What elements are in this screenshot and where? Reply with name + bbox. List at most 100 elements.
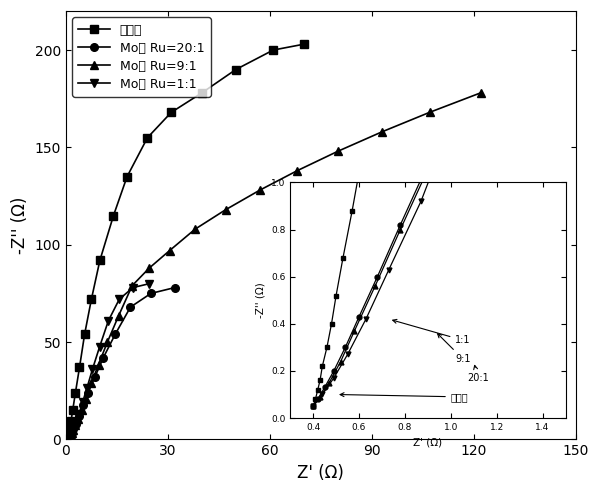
Mo： Ru=9:1 [64, 436, 71, 442]
Mo： Ru=20:1 [67, 432, 74, 438]
Mo： Ru=20:1 [147, 290, 154, 296]
Mo： Ru=1:1 [64, 436, 71, 442]
不含饒 [64, 436, 71, 442]
Mo： Ru=1:1 [66, 434, 73, 440]
不含饒 [110, 212, 117, 218]
Mo： Ru=9:1 [78, 407, 85, 413]
Mo： Ru=1:1 [68, 431, 75, 437]
不含饒 [64, 435, 71, 441]
Mo： Ru=1:1 [65, 435, 73, 441]
Mo： Ru=9:1 [70, 427, 77, 433]
Mo： Ru=1:1 [116, 296, 123, 302]
不含饒 [67, 418, 74, 424]
Mo： Ru=9:1 [426, 109, 433, 115]
Line: Mo： Ru=1:1: Mo： Ru=1:1 [64, 280, 153, 443]
Mo： Ru=9:1 [191, 226, 199, 232]
不含饒 [300, 41, 307, 47]
Mo： Ru=20:1 [64, 436, 71, 442]
不含饒 [232, 67, 239, 72]
不含饒 [64, 436, 71, 442]
Mo： Ru=9:1 [104, 339, 111, 345]
Mo： Ru=20:1 [127, 304, 134, 310]
不含饒 [69, 407, 76, 413]
Mo： Ru=9:1 [65, 435, 72, 441]
Mo： Ru=20:1 [85, 390, 92, 396]
Mo： Ru=1:1 [105, 318, 112, 324]
Mo： Ru=9:1 [65, 435, 72, 441]
Mo： Ru=9:1 [64, 436, 71, 442]
不含饒 [64, 435, 71, 441]
Mo： Ru=9:1 [95, 361, 102, 367]
不含饒 [64, 436, 71, 442]
Y-axis label: -Z'' (Ω): -Z'' (Ω) [11, 197, 29, 254]
Mo： Ru=9:1 [146, 265, 153, 271]
Mo： Ru=1:1 [65, 435, 72, 441]
不含饒 [76, 364, 83, 370]
Mo： Ru=20:1 [100, 355, 107, 361]
不含饒 [88, 296, 95, 302]
Mo： Ru=1:1 [96, 344, 103, 350]
不含饒 [124, 174, 131, 179]
Mo： Ru=9:1 [64, 436, 71, 442]
不含饒 [65, 434, 72, 440]
Mo： Ru=9:1 [115, 313, 122, 319]
Mo： Ru=20:1 [91, 374, 98, 380]
Mo： Ru=9:1 [72, 423, 79, 428]
Mo： Ru=20:1 [171, 284, 178, 290]
Mo： Ru=9:1 [74, 416, 82, 422]
Line: Mo： Ru=9:1: Mo： Ru=9:1 [64, 89, 484, 443]
不含饒 [64, 436, 71, 442]
不含饒 [144, 135, 151, 141]
Mo： Ru=1:1 [79, 399, 86, 405]
Mo： Ru=9:1 [256, 187, 263, 193]
Mo： Ru=9:1 [379, 129, 386, 135]
Mo： Ru=1:1 [69, 428, 76, 434]
不含饒 [64, 435, 71, 441]
Mo： Ru=9:1 [64, 436, 71, 442]
Mo： Ru=1:1 [71, 424, 78, 430]
Mo： Ru=20:1 [64, 436, 71, 442]
Mo： Ru=1:1 [129, 284, 136, 290]
Mo： Ru=1:1 [67, 433, 74, 439]
Mo： Ru=1:1 [73, 419, 80, 424]
Line: Mo： Ru=20:1: Mo： Ru=20:1 [64, 284, 178, 443]
Legend: 不含饒, Mo： Ru=20:1, Mo： Ru=9:1, Mo： Ru=1:1: 不含饒, Mo： Ru=20:1, Mo： Ru=9:1, Mo： Ru=1:1 [72, 17, 211, 97]
不含饒 [66, 429, 73, 435]
Mo： Ru=9:1 [477, 90, 484, 96]
Mo： Ru=9:1 [293, 168, 301, 174]
Mo： Ru=1:1 [64, 436, 71, 442]
Mo： Ru=9:1 [68, 430, 76, 436]
Mo： Ru=20:1 [64, 436, 71, 442]
Mo： Ru=1:1 [83, 385, 91, 391]
Mo： Ru=1:1 [76, 411, 83, 417]
Mo： Ru=9:1 [88, 380, 95, 386]
Mo： Ru=1:1 [64, 436, 71, 442]
Mo： Ru=9:1 [128, 282, 136, 288]
Mo： Ru=1:1 [64, 436, 71, 442]
Mo： Ru=20:1 [64, 436, 71, 442]
不含饒 [269, 47, 277, 53]
Mo： Ru=9:1 [65, 434, 73, 440]
Mo： Ru=9:1 [222, 207, 229, 212]
Mo： Ru=9:1 [166, 247, 173, 253]
不含饒 [64, 436, 71, 442]
Mo： Ru=9:1 [334, 148, 341, 154]
Mo： Ru=20:1 [79, 402, 86, 408]
Mo： Ru=20:1 [65, 435, 72, 441]
Mo： Ru=20:1 [112, 331, 119, 337]
不含饒 [81, 331, 88, 337]
不含饒 [72, 390, 79, 396]
Mo： Ru=20:1 [66, 433, 73, 439]
Mo： Ru=20:1 [65, 434, 73, 440]
Mo： Ru=9:1 [66, 433, 73, 439]
不含饒 [167, 109, 175, 115]
Mo： Ru=9:1 [82, 395, 89, 401]
不含饒 [64, 436, 71, 442]
不含饒 [67, 425, 74, 431]
Mo： Ru=20:1 [75, 413, 82, 419]
Mo： Ru=1:1 [146, 281, 153, 286]
不含饒 [96, 257, 103, 263]
不含饒 [65, 431, 73, 437]
Mo： Ru=20:1 [64, 436, 71, 442]
X-axis label: Z' (Ω): Z' (Ω) [298, 464, 344, 482]
